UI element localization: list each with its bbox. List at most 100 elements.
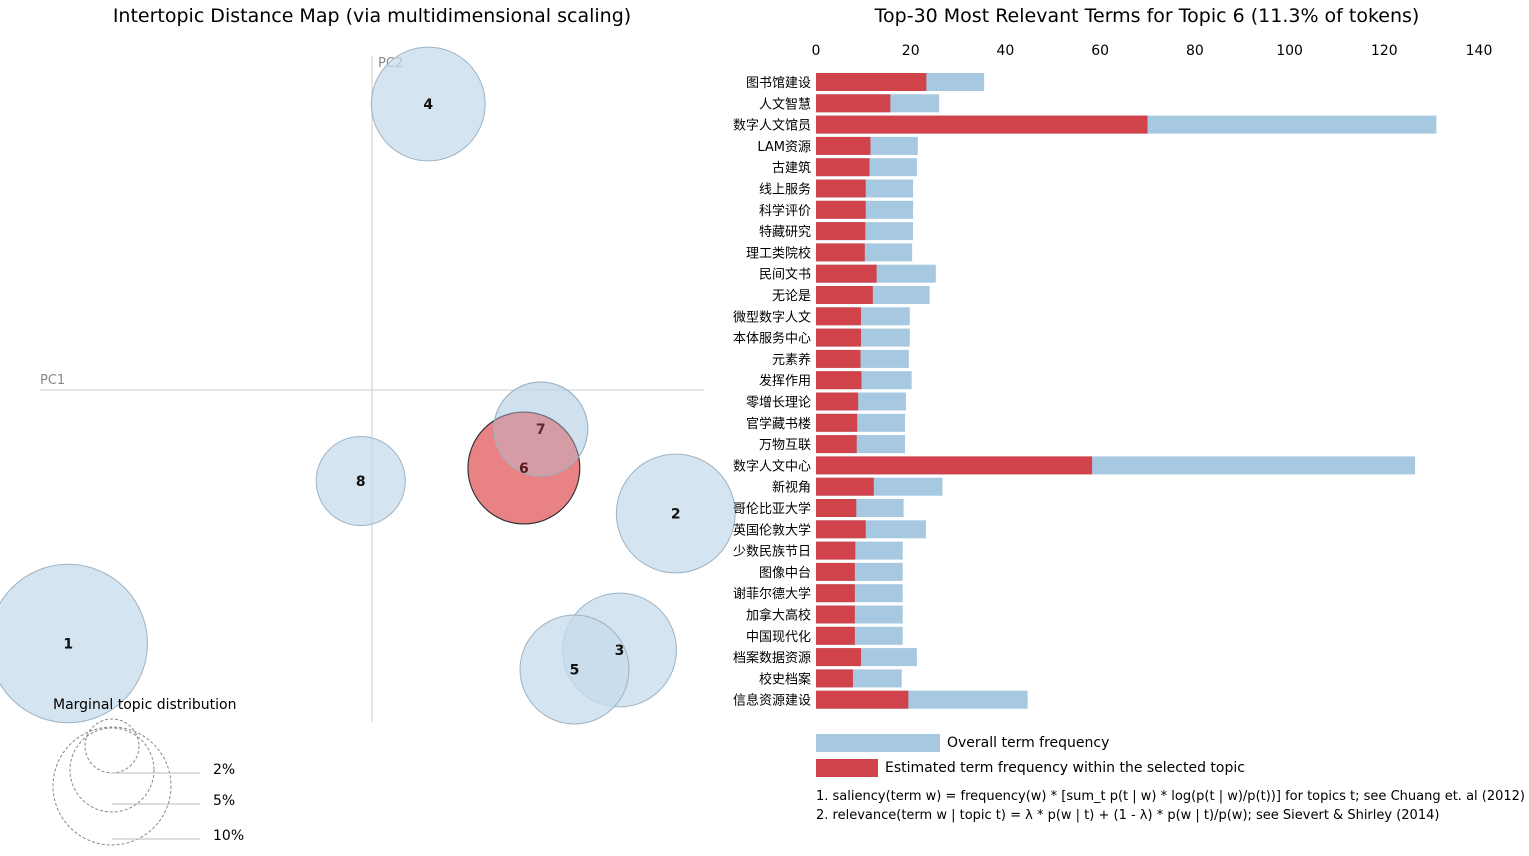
- legend-overall-swatch: [816, 734, 940, 752]
- topic-bar[interactable]: [816, 371, 862, 390]
- topic-bar[interactable]: [816, 520, 866, 539]
- topic-circle-1[interactable]: [0, 563, 148, 724]
- topic-bar[interactable]: [816, 456, 1093, 475]
- footnote-relevance: 2. relevance(term w | topic t) = λ * p(w…: [816, 808, 1439, 823]
- term-label[interactable]: LAM资源: [757, 140, 811, 155]
- term-label[interactable]: 图书馆建设: [746, 76, 811, 91]
- term-label[interactable]: 零增长理论: [746, 396, 811, 411]
- term-label[interactable]: 元素养: [772, 352, 811, 368]
- topic-label-1: 1: [63, 637, 73, 653]
- term-label[interactable]: 人文智慧: [759, 96, 811, 112]
- x-tick-label: 100: [1276, 43, 1303, 59]
- topic-bar[interactable]: [816, 584, 855, 603]
- topic-circle-4[interactable]: [370, 46, 486, 162]
- pc1-axis-label: PC1: [40, 373, 65, 388]
- term-label[interactable]: 图像中台: [759, 566, 811, 581]
- term-label[interactable]: 科学评价: [759, 203, 811, 219]
- top-terms-title: Top-30 Most Relevant Terms for Topic 6 (…: [874, 5, 1420, 27]
- marginal-circle-5pct: [69, 727, 155, 813]
- topic-bar[interactable]: [816, 669, 853, 688]
- marginal-label-10pct: 10%: [213, 828, 244, 844]
- topic-bar[interactable]: [816, 435, 857, 454]
- topic-circle-8[interactable]: [315, 435, 406, 527]
- topic-bar[interactable]: [816, 307, 861, 326]
- x-tick-label: 20: [902, 43, 920, 59]
- term-label[interactable]: 中国现代化: [746, 630, 811, 645]
- topic-bar[interactable]: [816, 626, 855, 645]
- topic-bar[interactable]: [816, 158, 870, 177]
- marginal-title: Marginal topic distribution: [53, 697, 237, 713]
- topic-label-2: 2: [671, 507, 681, 523]
- legend-topic-label: Estimated term frequency within the sele…: [885, 760, 1245, 776]
- term-label[interactable]: 特藏研究: [759, 225, 811, 240]
- topic-label-3: 3: [615, 643, 625, 659]
- topic-label-5: 5: [570, 663, 580, 679]
- term-label[interactable]: 古建筑: [772, 160, 811, 176]
- topic-bar[interactable]: [816, 648, 861, 667]
- term-label[interactable]: 发挥作用: [759, 373, 811, 389]
- x-tick-label: 40: [997, 43, 1015, 59]
- bar-x-axis: 0 20 40 60 80 100 120 140: [812, 43, 1493, 59]
- topic-bar[interactable]: [816, 541, 856, 560]
- term-label[interactable]: 少数民族节日: [733, 544, 811, 560]
- term-label[interactable]: 校史档案: [759, 671, 811, 687]
- topic-label-8: 8: [356, 474, 366, 490]
- topic-bar[interactable]: [816, 328, 861, 347]
- term-label[interactable]: 线上服务: [759, 182, 811, 198]
- topic-circle-6[interactable]: [467, 411, 581, 525]
- topic-bar[interactable]: [816, 136, 871, 155]
- topic-bar[interactable]: [816, 286, 873, 304]
- term-label[interactable]: 数字人文馆员: [733, 119, 811, 134]
- x-tick-label: 0: [812, 43, 821, 59]
- topic-bar[interactable]: [816, 222, 866, 241]
- term-label[interactable]: 本体服务中心: [733, 331, 811, 347]
- term-label[interactable]: 新视角: [772, 480, 811, 496]
- bar-legend: Overall term frequency Estimated term fr…: [816, 734, 1245, 777]
- topic-bar[interactable]: [816, 413, 858, 432]
- term-label[interactable]: 信息资源建设: [733, 693, 811, 709]
- topic-bar[interactable]: [816, 562, 855, 581]
- term-label[interactable]: 哥伦比亚大学: [733, 501, 811, 517]
- topic-bar[interactable]: [816, 115, 1148, 134]
- marginal-label-5pct: 5%: [213, 793, 235, 809]
- term-label[interactable]: 理工类院校: [746, 245, 811, 261]
- term-label[interactable]: 档案数据资源: [733, 651, 811, 666]
- topic-circle-5[interactable]: [519, 614, 630, 725]
- topic-label-7: 7: [536, 422, 546, 438]
- term-label[interactable]: 英国伦敦大学: [733, 522, 811, 538]
- term-label[interactable]: 民间文书: [759, 268, 811, 283]
- term-label[interactable]: 官学藏书楼: [746, 416, 811, 432]
- legend-topic-swatch: [816, 759, 878, 777]
- topic-bar[interactable]: [816, 499, 857, 517]
- term-label[interactable]: 加拿大高校: [746, 608, 811, 624]
- topic-bar[interactable]: [816, 94, 891, 113]
- footnote-saliency: 1. saliency(term w) = frequency(w) * [su…: [816, 789, 1525, 804]
- legend-overall-label: Overall term frequency: [947, 735, 1109, 751]
- topic-bar[interactable]: [816, 349, 861, 368]
- topic-bar[interactable]: [816, 200, 866, 219]
- topic-label-6: 6: [519, 461, 529, 477]
- term-label[interactable]: 谢菲尔德大学: [733, 586, 811, 602]
- topic-bar[interactable]: [816, 243, 865, 262]
- topic-circles: 1 2 3 4 5 6 7 8: [0, 46, 736, 725]
- topic-bar[interactable]: [816, 477, 874, 496]
- topic-bar[interactable]: [816, 690, 909, 709]
- x-tick-label: 60: [1091, 43, 1109, 59]
- topic-bar[interactable]: [816, 264, 877, 283]
- topic-bar[interactable]: [816, 605, 855, 624]
- term-label[interactable]: 万物互联: [759, 438, 811, 453]
- term-label[interactable]: 无论是: [772, 289, 811, 304]
- intertopic-map-title: Intertopic Distance Map (via multidimens…: [113, 5, 631, 27]
- marginal-topic-distribution: Marginal topic distribution 2% 5% 10%: [52, 697, 244, 846]
- term-bars: [816, 73, 1437, 709]
- topic-bar[interactable]: [816, 179, 866, 198]
- topic-circle-2[interactable]: [615, 453, 736, 574]
- x-tick-label: 140: [1466, 43, 1493, 59]
- term-label[interactable]: 数字人文中心: [733, 459, 811, 474]
- topic-bar[interactable]: [816, 73, 927, 91]
- x-tick-label: 80: [1186, 43, 1204, 59]
- topic-bar[interactable]: [816, 392, 859, 411]
- term-label[interactable]: 微型数字人文: [733, 310, 811, 325]
